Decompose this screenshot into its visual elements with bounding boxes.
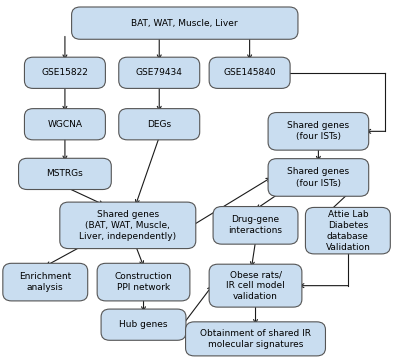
Text: Obese rats/
IR cell model
validation: Obese rats/ IR cell model validation [226, 270, 285, 301]
Text: Shared genes
(four ISTs): Shared genes (four ISTs) [288, 167, 349, 188]
Text: GSE15822: GSE15822 [41, 68, 88, 77]
Text: DEGs: DEGs [147, 120, 171, 129]
FancyBboxPatch shape [268, 113, 369, 150]
FancyBboxPatch shape [101, 309, 186, 340]
FancyBboxPatch shape [60, 202, 196, 249]
Text: Shared genes
(four ISTs): Shared genes (four ISTs) [288, 121, 349, 142]
FancyBboxPatch shape [186, 322, 326, 356]
Text: Construction
PPI network: Construction PPI network [115, 272, 172, 292]
Text: Shared genes
(BAT, WAT, Muscle,
Liver, independently): Shared genes (BAT, WAT, Muscle, Liver, i… [79, 210, 176, 241]
Text: WGCNA: WGCNA [47, 120, 83, 129]
Text: BAT, WAT, Muscle, Liver: BAT, WAT, Muscle, Liver [132, 18, 238, 28]
Text: GSE79434: GSE79434 [136, 68, 183, 77]
FancyBboxPatch shape [18, 158, 111, 190]
FancyBboxPatch shape [119, 109, 200, 140]
Text: Attie Lab
Diabetes
database
Validation: Attie Lab Diabetes database Validation [326, 210, 370, 252]
FancyBboxPatch shape [72, 7, 298, 39]
FancyBboxPatch shape [24, 109, 105, 140]
FancyBboxPatch shape [3, 263, 88, 301]
FancyBboxPatch shape [209, 264, 302, 307]
Text: Enrichment
analysis: Enrichment analysis [19, 272, 71, 292]
FancyBboxPatch shape [97, 263, 190, 301]
Text: MSTRGs: MSTRGs [47, 169, 83, 178]
FancyBboxPatch shape [268, 159, 369, 196]
FancyBboxPatch shape [119, 57, 200, 88]
Text: Obtainment of shared IR
molecular signatures: Obtainment of shared IR molecular signat… [200, 329, 311, 349]
FancyBboxPatch shape [24, 57, 105, 88]
FancyBboxPatch shape [213, 207, 298, 244]
Text: GSE145840: GSE145840 [223, 68, 276, 77]
Text: Drug-gene
interactions: Drug-gene interactions [229, 215, 283, 235]
Text: Hub genes: Hub genes [119, 320, 168, 329]
FancyBboxPatch shape [306, 207, 390, 254]
FancyBboxPatch shape [209, 57, 290, 88]
